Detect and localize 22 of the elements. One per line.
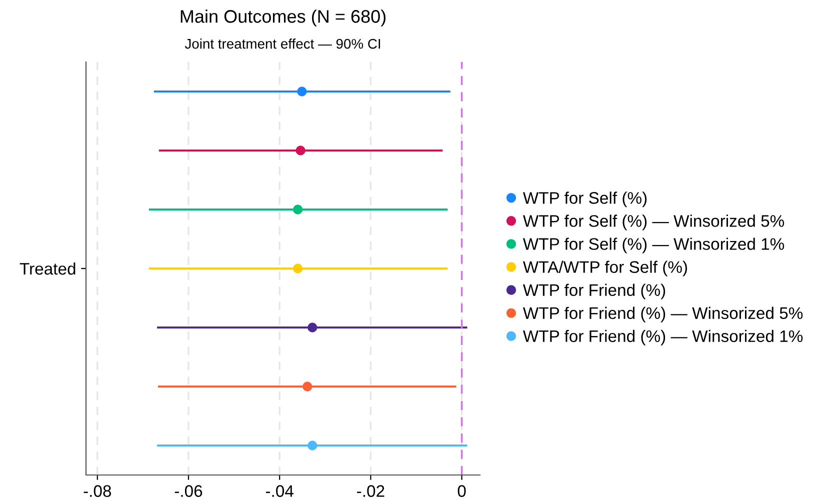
point (292, 204, 303, 214)
chart-title: Main Outcomes (N = 680) (180, 10, 386, 26)
point (308, 440, 318, 450)
x-tick-label: -.04 (266, 485, 294, 497)
point (297, 86, 307, 96)
point (308, 322, 318, 332)
x-tick-label: -.02 (357, 485, 384, 497)
legend-label: WTP for Self (%) (522, 192, 647, 208)
legend-label: WTP for Friend (%) — Winsorized 1% (522, 330, 803, 346)
point (296, 146, 306, 156)
point (292, 264, 303, 274)
y-tick-label: Treated (20, 262, 76, 275)
x-tick-label: -.08 (84, 485, 112, 497)
x-tick-label: 0 (458, 485, 466, 497)
x-tick-label: -.06 (174, 485, 202, 497)
legend-label: WTA/WTP for Self (%) (522, 260, 687, 276)
legend-label: WTP for Self (%) — Winsorized 5% (522, 214, 784, 230)
legend-label: WTP for Friend (%) (522, 284, 666, 300)
point (302, 382, 312, 392)
legend-label: WTP for Friend (%) — Winsorized 5% (522, 306, 803, 322)
legend-label: WTP for Self (%) — Winsorized 1% (522, 238, 784, 254)
chart-subtitle: Joint treatment effect — 90% CI (184, 38, 380, 49)
